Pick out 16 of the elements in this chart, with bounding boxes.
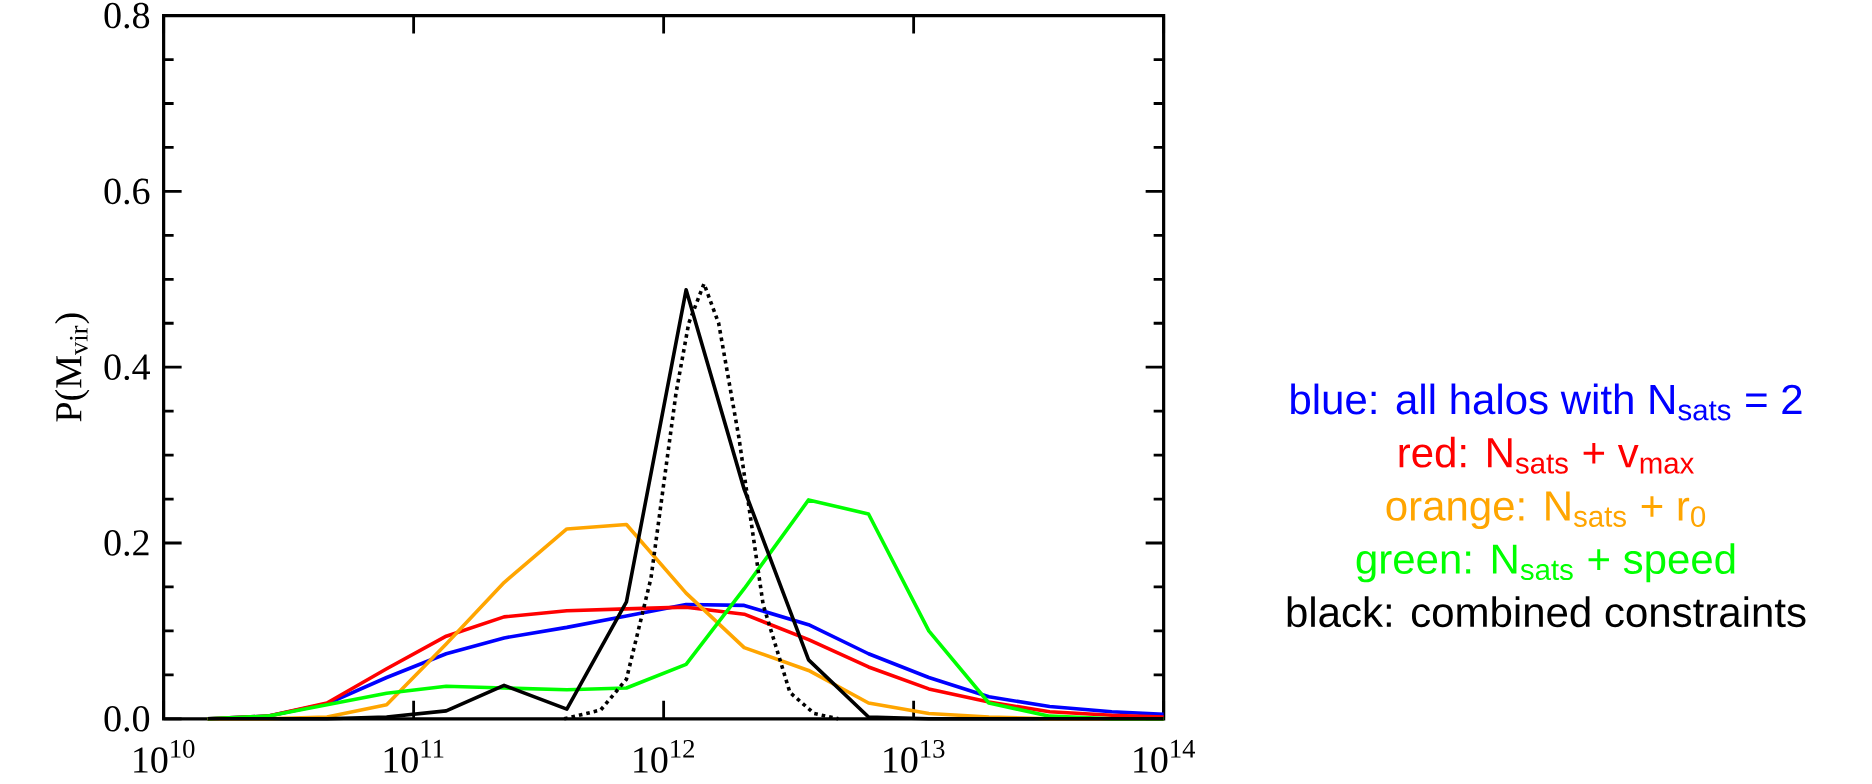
x-tick-label: 10$^{14}$ [1134, 739, 1196, 773]
text: black: combined constraints [1287, 596, 1806, 628]
x-tick-label: 10$^{12}$ [634, 739, 694, 773]
x-tick-label: 10$^{11}$ [384, 739, 444, 773]
x-tick-label: 10$^{10}$ [134, 739, 195, 773]
y-tick-label: 0.8 [104, 2, 150, 29]
text: red: N$_{sats}$ + v$_{max}$ [1399, 436, 1694, 474]
y-tick-label: 0.0 [104, 705, 150, 732]
y-tick-label: 0.4 [104, 354, 150, 381]
text: green: N$_{sats}$ + speed [1356, 543, 1735, 583]
y-axis-title: P(M$_{vir}$) [54, 313, 90, 422]
x-tick-label: 10$^{13}$ [884, 739, 945, 773]
text: blue: all halos with N$_{sats}$ = 2 [1291, 383, 1802, 421]
y-tick-label: 0.2 [104, 530, 149, 556]
y-tick-label: 0.6 [104, 178, 150, 205]
text: orange: N$_{sats}$ + r$_{0}$ [1386, 491, 1706, 530]
